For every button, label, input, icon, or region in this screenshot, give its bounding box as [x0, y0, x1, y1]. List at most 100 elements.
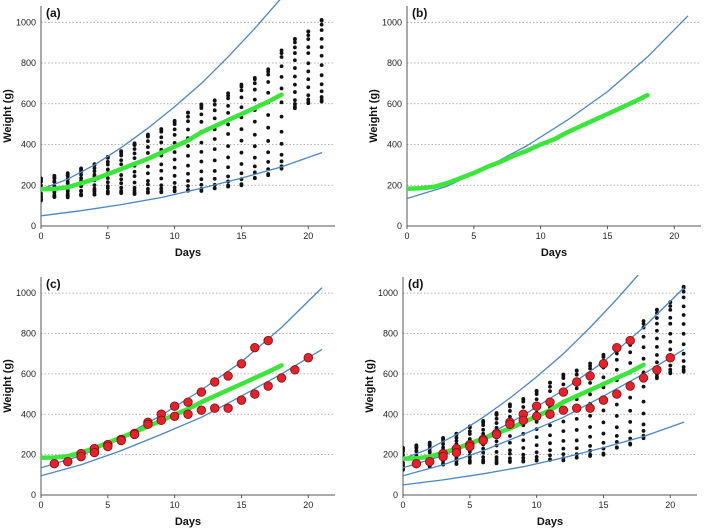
weight-dot: [226, 110, 230, 115]
weight-dot: [481, 455, 486, 459]
weight-dot: [534, 450, 539, 455]
weight-dot: [319, 45, 324, 50]
weight-dot: [239, 171, 244, 176]
individual-marker: [585, 403, 595, 413]
individual-marker: [598, 359, 609, 369]
weight-dot: [293, 40, 297, 45]
individual-marker: [478, 435, 488, 446]
weight-dot: [239, 95, 244, 100]
weight-dot: [306, 97, 311, 102]
weight-dot: [319, 36, 324, 41]
weight-dot: [601, 431, 606, 436]
individual-marker: [183, 397, 193, 407]
individual-marker: [129, 429, 140, 440]
weight-dot: [172, 165, 177, 170]
mean-trajectory-line: [407, 92, 650, 191]
x-tick-label: 0: [404, 231, 409, 241]
weight-dot: [319, 95, 324, 99]
individual-marker: [612, 342, 622, 353]
weight-dot: [119, 185, 124, 190]
weight-dot: [601, 420, 606, 425]
blue-curve-line: [403, 275, 639, 460]
x-tick-label: 5: [467, 500, 472, 510]
weight-dot: [614, 402, 619, 407]
weight-dot: [293, 45, 297, 50]
weight-dot: [252, 75, 257, 80]
weight-dot: [119, 162, 124, 167]
weight-dot: [239, 88, 244, 93]
weight-dot: [614, 351, 619, 356]
weight-dot: [319, 28, 324, 33]
weight-dot: [279, 141, 284, 146]
weight-dot: [614, 367, 619, 372]
weight-dot: [92, 192, 97, 197]
weight-dot: [628, 361, 633, 365]
weight-dot: [186, 114, 190, 119]
weight-dot: [239, 150, 244, 155]
weight-dot: [548, 384, 552, 389]
weight-dot: [508, 402, 512, 407]
weight-dot: [614, 425, 619, 430]
weight-dot: [159, 140, 164, 145]
mean-trajectory-line: [41, 92, 284, 192]
individual-marker: [276, 373, 287, 383]
weight-dot: [212, 169, 217, 173]
weight-dot: [199, 112, 204, 117]
weight-dot: [588, 434, 592, 439]
weight-dot: [105, 184, 110, 188]
weight-dot: [279, 51, 284, 56]
weight-dot: [681, 304, 686, 309]
individual-marker: [76, 451, 86, 462]
individual-marker: [612, 389, 622, 399]
individual-marker: [545, 397, 555, 407]
weight-dot: [574, 446, 579, 451]
weight-dot: [92, 169, 97, 174]
weight-dot: [494, 455, 499, 460]
weight-dot: [199, 169, 204, 174]
individual-marker: [290, 365, 300, 375]
weight-dot: [293, 82, 297, 87]
weight-dot: [403, 446, 405, 450]
weight-dot: [252, 144, 257, 149]
weight-dot: [146, 132, 150, 137]
weight-dot: [199, 119, 204, 124]
weight-dot: [561, 446, 566, 451]
weight-dot: [293, 66, 297, 70]
weight-dot: [52, 193, 57, 197]
individual-marker: [210, 377, 220, 387]
weight-dot: [279, 152, 284, 157]
weight-dot: [252, 119, 257, 124]
weight-dot: [441, 445, 445, 450]
weight-dot: [521, 397, 526, 401]
weight-dot: [306, 69, 311, 74]
weight-dot: [186, 178, 190, 183]
x-tick-label: 20: [669, 231, 679, 241]
weight-dot: [146, 139, 150, 144]
weight-dot: [319, 97, 324, 102]
individual-marker: [143, 419, 153, 430]
weight-dot: [467, 458, 472, 463]
weight-dot: [641, 334, 646, 339]
x-tick-label: 10: [170, 231, 180, 241]
weight-dot: [105, 159, 110, 164]
weight-dot: [561, 452, 566, 457]
individual-marker: [263, 381, 273, 391]
weight-dot: [521, 438, 526, 443]
y-tick-label: 400: [21, 140, 36, 150]
weight-dot: [481, 418, 486, 423]
weight-dot: [467, 432, 472, 436]
weight-dot: [159, 189, 164, 194]
weight-dot: [655, 316, 659, 320]
panel-label: (b): [412, 6, 427, 20]
weight-dot: [119, 181, 124, 186]
blue-curve-line: [41, 349, 323, 477]
individual-marker: [89, 447, 100, 458]
panel-a: 0 200 400 600 800 1000 0 5 10 15 20 Days Weight (g) (…: [2, 0, 335, 259]
y-axis-label: Weight (g): [368, 89, 380, 143]
weight-dot: [199, 182, 204, 187]
weight-dot: [159, 183, 164, 188]
weight-dot: [306, 77, 311, 82]
y-tick-label: 800: [21, 329, 36, 339]
x-axis-label: Days: [175, 247, 201, 259]
weight-dot: [494, 416, 499, 421]
